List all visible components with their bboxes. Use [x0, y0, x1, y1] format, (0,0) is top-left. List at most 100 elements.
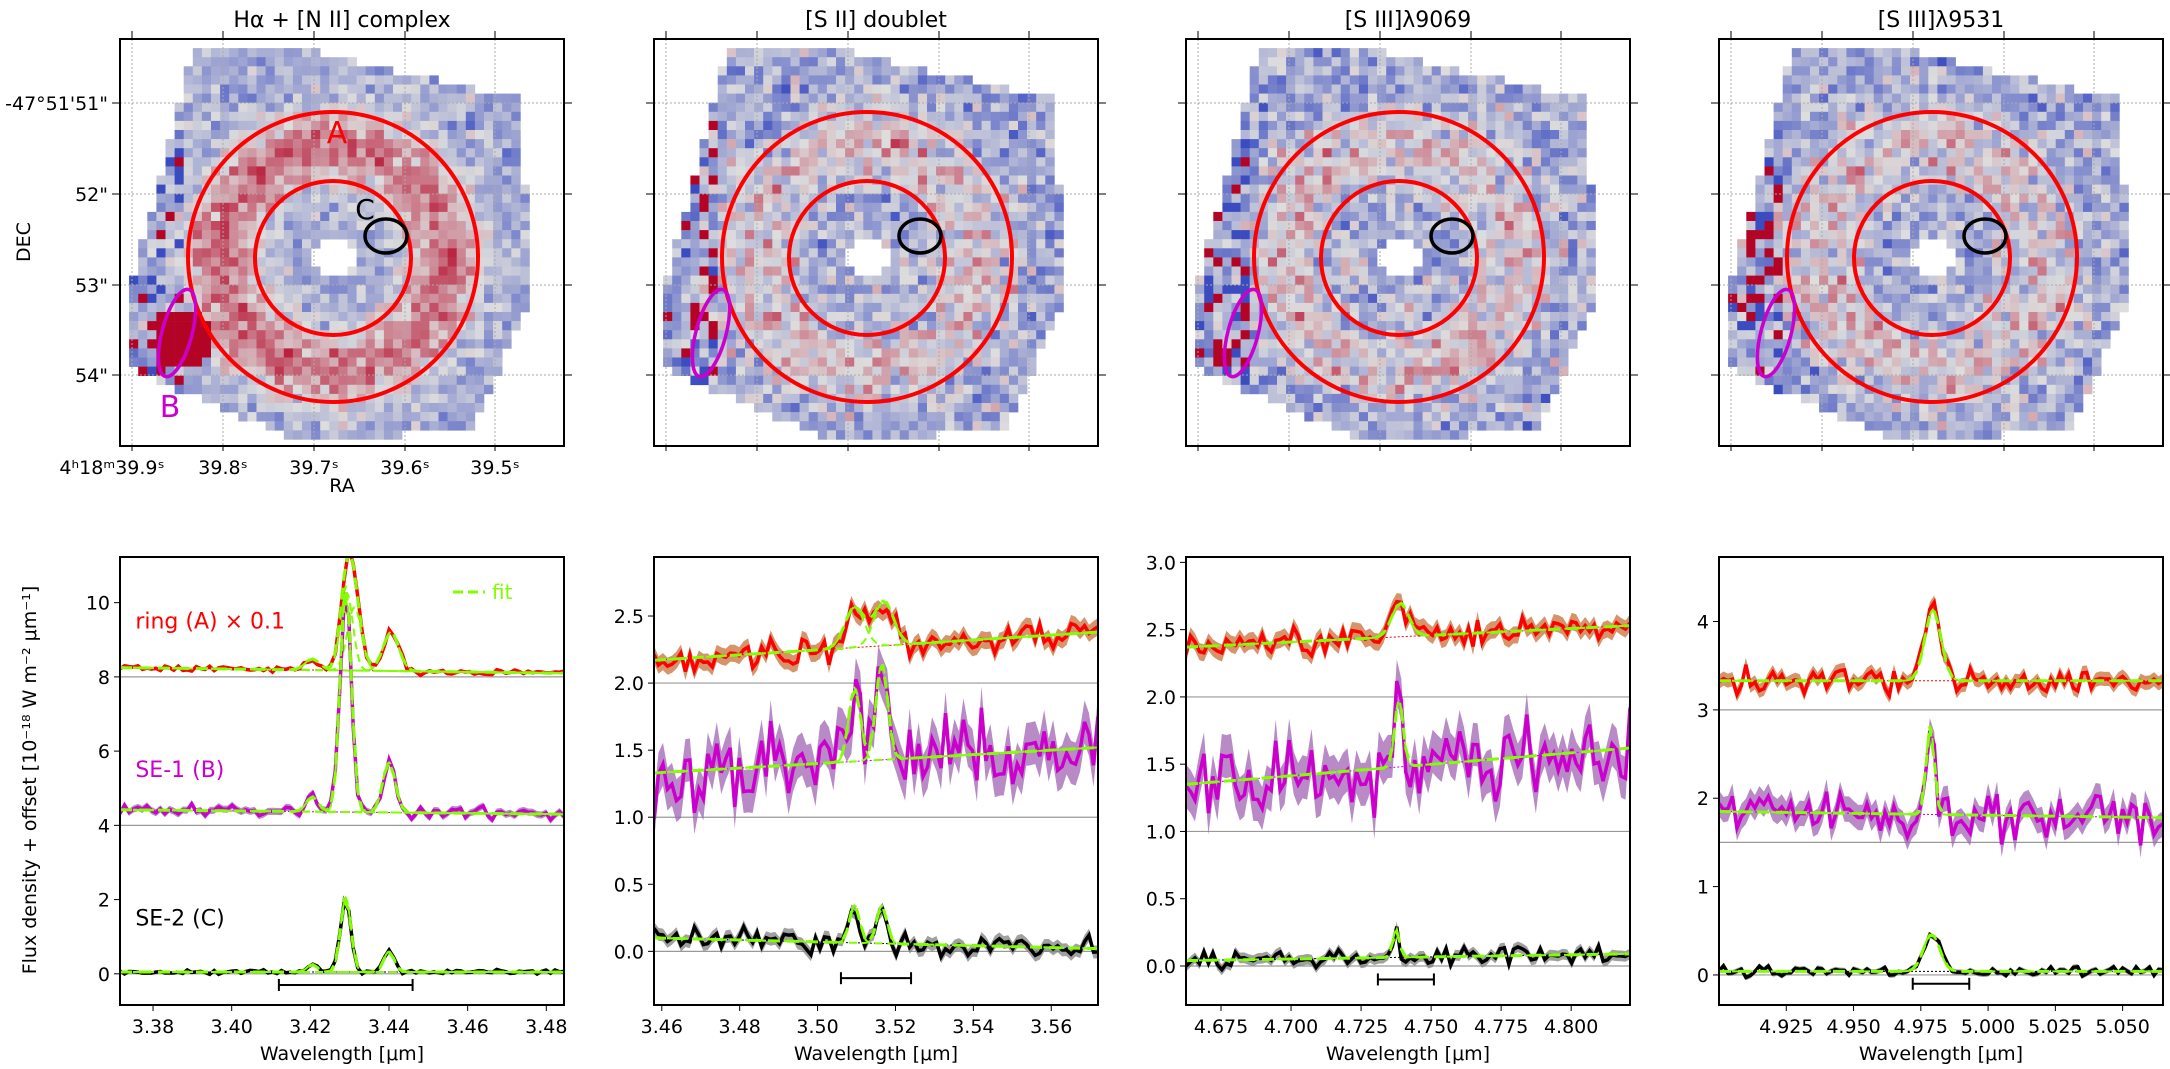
map-pixel — [256, 312, 266, 322]
map-pixel — [265, 221, 275, 231]
map-pixel — [147, 221, 157, 231]
map-pixel — [183, 148, 194, 158]
map-pixel — [817, 384, 828, 395]
map-pixel — [799, 139, 809, 149]
map-pixel — [1440, 184, 1451, 194]
map-pixel — [690, 230, 700, 240]
map-pixel — [502, 221, 512, 231]
map-pixel — [808, 202, 819, 213]
map-pixel — [890, 284, 900, 295]
map-pixel — [1791, 93, 1802, 103]
map-pixel — [990, 375, 1001, 386]
map-pixel — [238, 412, 248, 422]
map-pixel — [1313, 312, 1323, 322]
map-pixel — [990, 248, 1001, 258]
map-pixel — [772, 48, 782, 58]
map-pixel — [484, 330, 494, 340]
map-pixel — [201, 166, 212, 176]
map-pixel — [383, 93, 394, 103]
map-pixel — [890, 257, 900, 267]
map-pixel — [917, 348, 928, 358]
map-pixel — [138, 348, 148, 358]
map-pixel — [438, 148, 448, 158]
map-pixel — [763, 84, 773, 94]
map-pixel — [338, 139, 348, 149]
map-pixel — [817, 302, 828, 313]
map-pixel — [183, 384, 194, 395]
map-pixel — [1331, 130, 1341, 140]
map-pixel — [763, 184, 773, 194]
map-pixel — [147, 321, 157, 331]
map-pixel — [211, 130, 221, 140]
map-pixel — [1486, 239, 1496, 249]
map-pixel — [511, 221, 521, 231]
map-pixel — [699, 248, 709, 258]
map-pixel — [1468, 139, 1478, 149]
map-pixel — [1368, 184, 1378, 194]
map-pixel — [672, 348, 682, 358]
map-pixel — [754, 111, 764, 122]
map-pixel — [845, 75, 855, 85]
map-pixel — [1377, 384, 1387, 395]
map-pixel — [1395, 421, 1405, 431]
map-pixel — [283, 239, 294, 249]
map-pixel — [799, 175, 809, 185]
map-pixel — [201, 257, 212, 267]
map-pixel — [402, 193, 412, 204]
map-pixel — [872, 393, 882, 404]
map-pixel — [1249, 193, 1260, 204]
map-pixel — [320, 130, 330, 140]
map-pixel — [735, 248, 746, 258]
map-pixel — [817, 357, 828, 367]
map-pixel — [411, 275, 421, 285]
map-pixel — [1295, 384, 1305, 395]
map-pixel — [1258, 175, 1269, 185]
map-pixel — [772, 375, 782, 386]
map-pixel — [908, 66, 919, 76]
map-pixel — [790, 384, 800, 395]
map-pixel — [999, 421, 1010, 431]
map-pixel — [908, 348, 919, 358]
map-pixel — [484, 184, 494, 194]
map-pixel — [383, 302, 394, 313]
map-pixel — [411, 230, 421, 240]
map-pixel — [1522, 175, 1533, 185]
map-pixel — [247, 393, 257, 404]
map-pixel — [502, 302, 512, 313]
map-pixel — [790, 166, 800, 176]
map-pixel — [1800, 48, 1811, 58]
map-pixel — [1486, 421, 1496, 431]
map-pixel — [708, 357, 718, 367]
map-pixel — [763, 57, 773, 67]
map-pixel — [465, 357, 476, 367]
map-pixel — [1395, 221, 1405, 231]
map-pixel — [320, 102, 330, 113]
map-pixel — [1377, 120, 1387, 131]
map-pixel — [311, 321, 321, 331]
map-pixel — [338, 148, 348, 158]
map-pixel — [1550, 211, 1560, 222]
map-pixel — [220, 148, 230, 158]
map-pixel — [1559, 348, 1569, 358]
map-pixel — [311, 375, 321, 386]
map-pixel — [229, 84, 239, 94]
map-pixel — [717, 221, 728, 231]
map-pixel — [420, 211, 430, 222]
map-pixel — [772, 211, 782, 222]
map-pixel — [1982, 66, 1993, 76]
map-pixel — [1522, 339, 1533, 349]
map-pixel — [1413, 321, 1423, 331]
map-pixel — [511, 139, 521, 149]
map-pixel — [1540, 357, 1551, 367]
map-pixel — [863, 421, 873, 431]
map-pixel — [347, 175, 357, 185]
map-pixel — [311, 193, 321, 204]
map-pixel — [1404, 130, 1414, 140]
map-pixel — [663, 321, 673, 331]
map-pixel — [402, 202, 412, 213]
map-pixel — [745, 284, 755, 295]
map-pixel — [1422, 175, 1432, 185]
map-pixel — [899, 166, 910, 176]
map-pixel — [890, 102, 900, 113]
map-pixel — [256, 293, 266, 304]
